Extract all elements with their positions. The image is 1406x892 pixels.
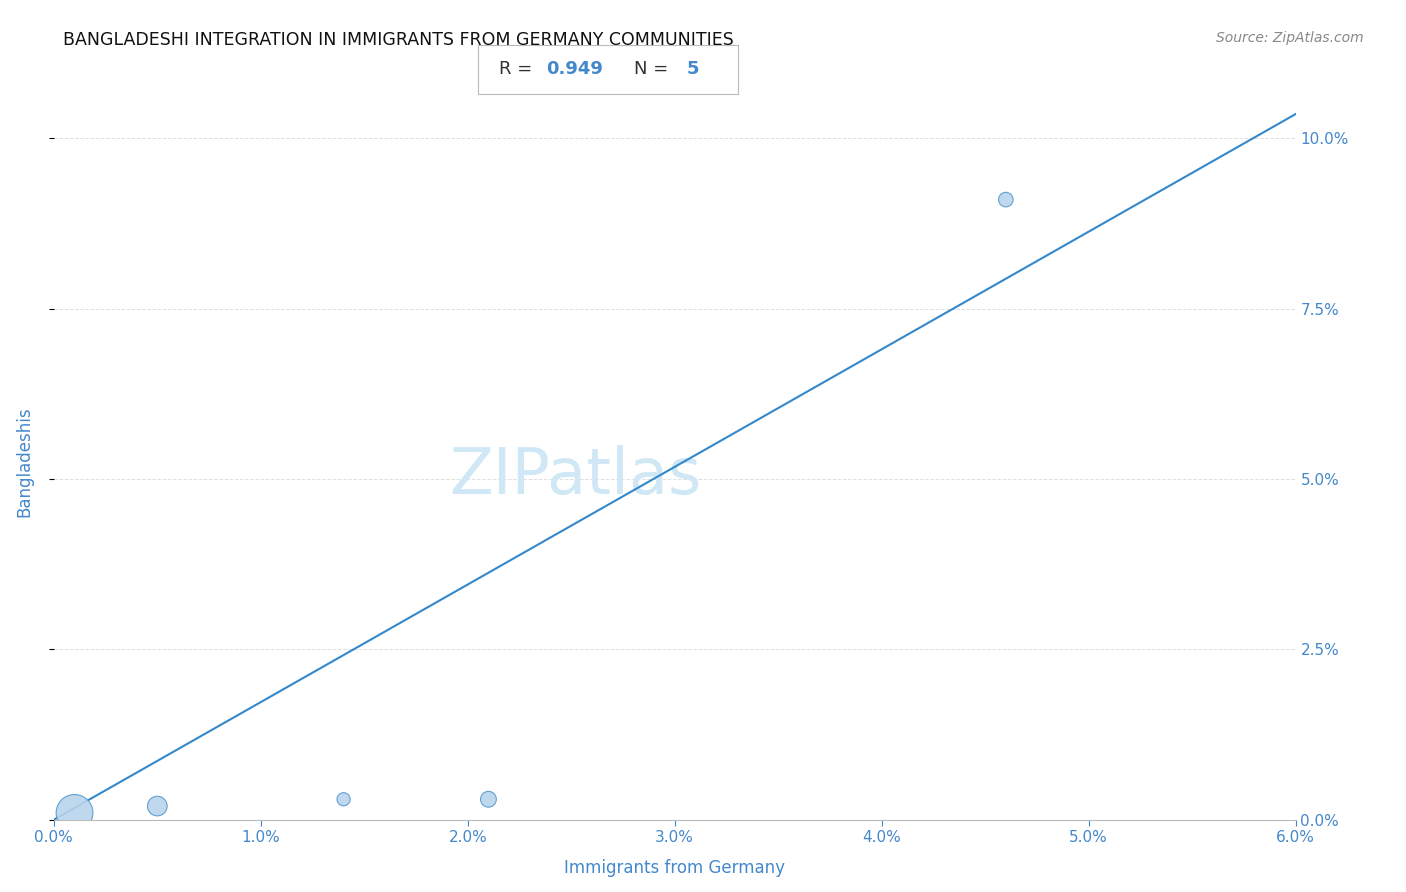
Point <box>332 792 354 806</box>
Text: R =: R = <box>499 60 538 78</box>
Point <box>146 799 169 814</box>
Text: BANGLADESHI INTEGRATION IN IMMIGRANTS FROM GERMANY COMMUNITIES: BANGLADESHI INTEGRATION IN IMMIGRANTS FR… <box>63 31 734 49</box>
Text: Source: ZipAtlas.com: Source: ZipAtlas.com <box>1216 31 1364 45</box>
X-axis label: Immigrants from Germany: Immigrants from Germany <box>564 859 785 877</box>
Text: 0.949: 0.949 <box>546 60 603 78</box>
Point <box>63 805 86 820</box>
Y-axis label: Bangladeshis: Bangladeshis <box>15 407 32 517</box>
Point <box>477 792 499 806</box>
Text: ZIPatlas: ZIPatlas <box>449 445 702 508</box>
Text: 5: 5 <box>686 60 699 78</box>
Text: N =: N = <box>634 60 673 78</box>
Point <box>994 193 1017 207</box>
